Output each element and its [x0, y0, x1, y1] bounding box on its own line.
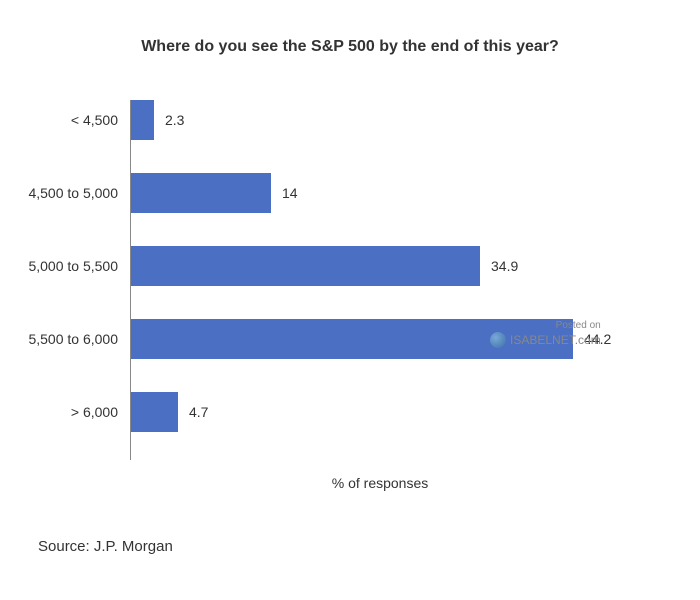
bar-row-0: < 4,500 2.3 — [130, 100, 630, 140]
x-axis-label: % of responses — [130, 475, 630, 491]
bar-value-label: 4.7 — [189, 404, 208, 420]
watermark-posted: Posted on — [490, 320, 601, 331]
chart-title: Where do you see the S&P 500 by the end … — [0, 38, 700, 56]
bar — [131, 392, 178, 432]
plot-area: < 4,500 2.3 4,500 to 5,000 14 5,000 to 5… — [130, 100, 630, 460]
bar-row-1: 4,500 to 5,000 14 — [130, 173, 630, 213]
category-label: 4,500 to 5,000 — [28, 185, 130, 201]
bar-row-2: 5,000 to 5,500 34.9 — [130, 246, 630, 286]
source-text: Source: J.P. Morgan — [38, 538, 173, 555]
category-label: 5,500 to 6,000 — [28, 331, 130, 347]
watermark-site: ISABELNET.com — [490, 332, 601, 348]
bar-row-4: > 6,000 4.7 — [130, 392, 630, 432]
bar-value-label: 14 — [282, 185, 298, 201]
bar-value-label: 2.3 — [165, 112, 184, 128]
bar — [131, 246, 480, 286]
category-label: 5,000 to 5,500 — [28, 258, 130, 274]
bar — [131, 100, 154, 140]
chart-container: Where do you see the S&P 500 by the end … — [0, 0, 700, 600]
watermark-site-text: ISABELNET.com — [510, 333, 601, 347]
bar-value-label: 34.9 — [491, 258, 518, 274]
category-label: > 6,000 — [71, 404, 130, 420]
category-label: < 4,500 — [71, 112, 130, 128]
globe-icon — [490, 332, 506, 348]
watermark: Posted on ISABELNET.com — [490, 320, 601, 348]
bar — [131, 173, 271, 213]
